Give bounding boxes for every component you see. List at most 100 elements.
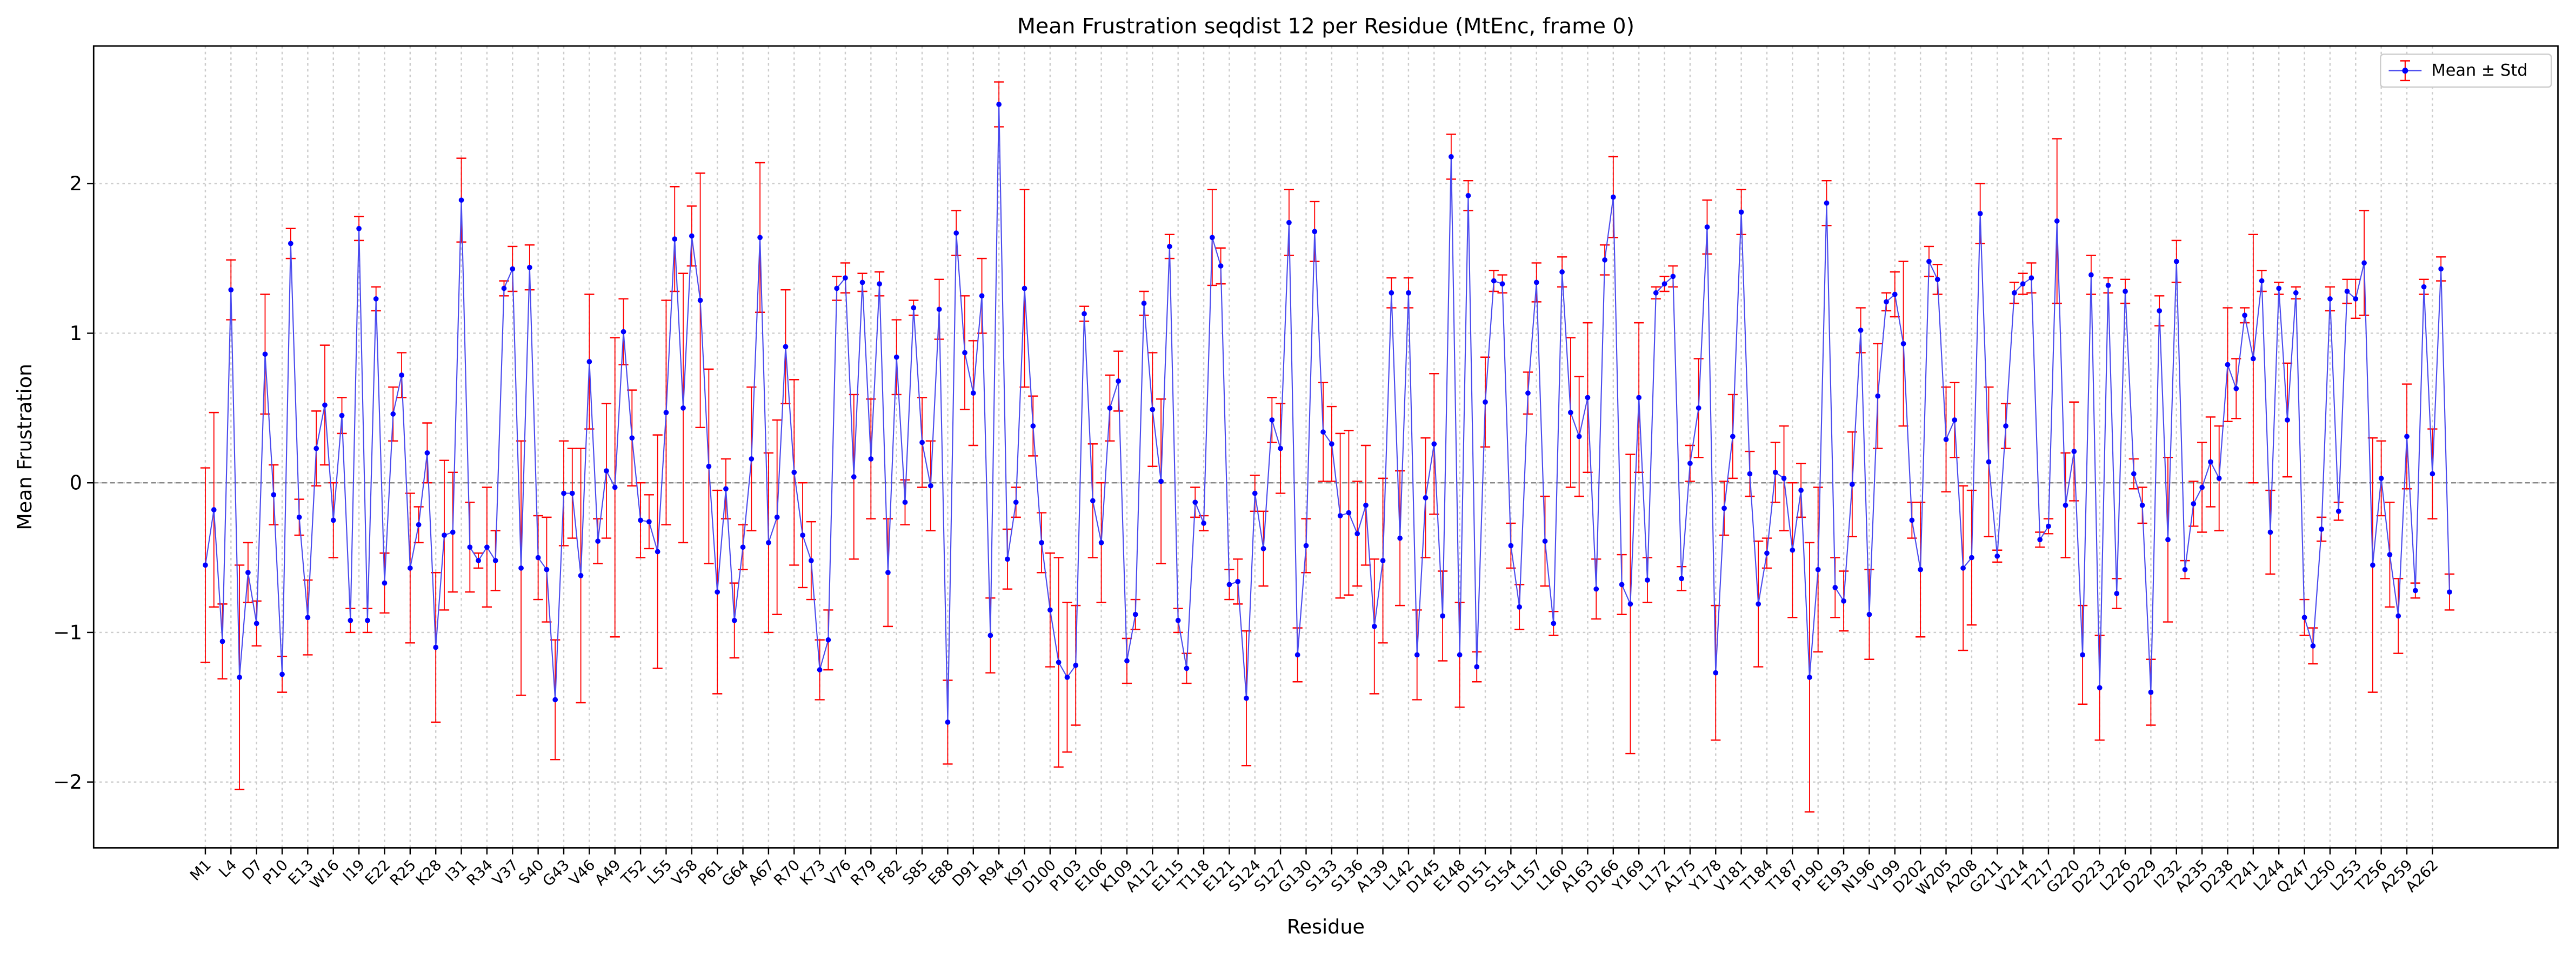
data-point — [851, 474, 857, 479]
data-point — [245, 570, 251, 576]
data-point — [518, 565, 524, 571]
data-point — [1073, 662, 1079, 668]
data-point — [1346, 510, 1352, 516]
data-point — [1525, 390, 1531, 396]
data-point — [271, 492, 277, 498]
data-point — [1943, 437, 1949, 442]
data-point — [766, 540, 771, 545]
series-line — [204, 104, 2451, 722]
data-point — [1576, 434, 1582, 439]
data-point — [1406, 290, 1411, 296]
data-point — [1832, 585, 1838, 590]
legend-marker — [2402, 68, 2408, 74]
data-point — [1602, 257, 1607, 263]
data-point — [552, 697, 558, 703]
data-point — [1491, 278, 1497, 284]
data-point — [595, 538, 601, 544]
data-point — [1926, 258, 1932, 264]
data-point — [467, 544, 473, 550]
data-point — [629, 435, 635, 441]
data-point — [433, 644, 439, 650]
data-point — [1022, 285, 1027, 291]
data-point — [1278, 445, 1283, 451]
data-point — [1730, 434, 1736, 439]
data-point — [970, 390, 976, 396]
legend-label: Mean ± Std — [2432, 61, 2528, 80]
data-point — [399, 372, 404, 378]
data-point — [2395, 613, 2401, 619]
data-point — [2028, 275, 2034, 281]
data-point — [1934, 276, 1940, 282]
data-point — [791, 469, 797, 475]
data-point — [2148, 689, 2154, 695]
data-point — [1721, 505, 1727, 511]
data-point — [1090, 498, 1096, 504]
data-point — [1636, 395, 1642, 401]
data-point — [757, 235, 763, 241]
data-point — [868, 456, 874, 462]
data-point — [2097, 685, 2103, 691]
data-point — [1764, 550, 1770, 556]
data-point — [2131, 471, 2137, 477]
data-point — [1235, 578, 1241, 584]
data-point — [2157, 308, 2163, 314]
data-point — [2088, 272, 2094, 278]
data-point — [1687, 461, 1693, 466]
data-point — [1260, 546, 1266, 551]
data-point — [416, 522, 422, 528]
data-point — [339, 412, 345, 418]
data-point — [2438, 266, 2444, 272]
data-point — [987, 632, 993, 638]
data-point — [663, 410, 669, 416]
data-point — [1389, 290, 1394, 296]
data-point — [2353, 296, 2359, 302]
data-point — [2208, 459, 2213, 465]
data-point — [749, 456, 755, 462]
data-point — [2233, 385, 2239, 391]
data-point — [2387, 552, 2393, 557]
data-point — [604, 468, 609, 474]
data-point — [1756, 601, 1761, 607]
data-point — [1457, 652, 1463, 658]
data-point — [1815, 567, 1821, 572]
data-point — [2165, 537, 2171, 543]
data-point — [1508, 543, 1514, 549]
data-point — [211, 507, 217, 512]
data-point — [288, 241, 293, 246]
data-point — [1465, 193, 1471, 198]
data-point — [1568, 410, 1573, 416]
data-point — [1679, 576, 1684, 582]
data-point — [2054, 218, 2060, 224]
data-point — [1551, 621, 1557, 627]
data-point — [1244, 695, 1249, 701]
data-point — [2225, 362, 2231, 368]
data-point — [586, 359, 592, 364]
data-point — [945, 719, 951, 725]
data-point — [1107, 405, 1113, 411]
data-point — [262, 351, 268, 357]
data-point — [1124, 658, 1130, 664]
data-point — [476, 558, 481, 563]
data-point — [2216, 476, 2222, 481]
data-point — [1269, 417, 1275, 423]
data-point — [2267, 529, 2273, 535]
data-point — [356, 225, 362, 231]
data-point — [1747, 471, 1753, 477]
data-point — [1013, 499, 1019, 505]
data-point — [1423, 495, 1429, 501]
data-point — [1056, 659, 1062, 665]
data-point — [1790, 547, 1796, 553]
data-point — [1294, 652, 1300, 658]
data-point — [1047, 607, 1053, 613]
data-point — [834, 285, 840, 291]
data-point — [1286, 219, 1292, 225]
data-point — [1397, 535, 1403, 541]
data-point — [1900, 341, 1906, 346]
data-point — [219, 638, 225, 644]
data-point — [953, 230, 959, 236]
data-point — [1738, 209, 1744, 215]
y-tick-label: 0 — [70, 471, 82, 495]
data-point — [1226, 582, 1232, 588]
data-point — [1312, 229, 1318, 235]
